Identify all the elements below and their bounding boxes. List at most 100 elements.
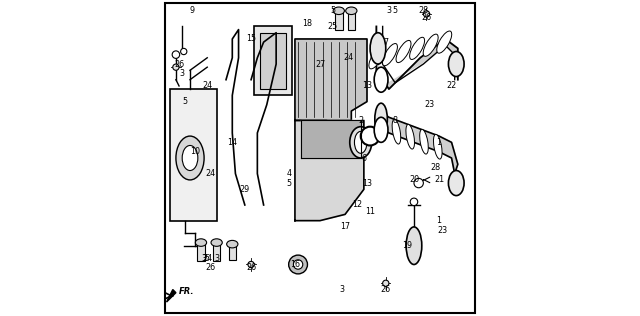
Text: 24: 24 (343, 53, 353, 62)
Text: 18: 18 (303, 19, 312, 28)
Ellipse shape (410, 198, 418, 206)
Ellipse shape (248, 261, 254, 268)
Ellipse shape (406, 124, 415, 149)
Polygon shape (295, 39, 367, 120)
Text: 27: 27 (315, 59, 325, 69)
Text: 3: 3 (339, 285, 344, 294)
Text: 15: 15 (246, 34, 256, 44)
Ellipse shape (173, 64, 179, 70)
Ellipse shape (180, 48, 187, 55)
Text: 14: 14 (227, 138, 237, 147)
Text: 3: 3 (387, 6, 392, 15)
Bar (197, 243, 205, 261)
Ellipse shape (182, 145, 198, 171)
Text: FR.: FR. (179, 287, 195, 296)
Text: 12: 12 (353, 200, 363, 210)
Text: 5: 5 (330, 6, 335, 15)
Ellipse shape (378, 114, 387, 139)
Ellipse shape (374, 67, 388, 92)
Text: 17: 17 (340, 222, 350, 231)
Text: 7: 7 (383, 38, 388, 46)
Ellipse shape (424, 11, 429, 17)
Ellipse shape (333, 7, 344, 15)
Text: 24: 24 (205, 169, 216, 178)
Text: 3: 3 (202, 254, 207, 263)
Text: 11: 11 (365, 207, 375, 216)
Polygon shape (295, 120, 364, 221)
Text: 22: 22 (447, 82, 457, 90)
Ellipse shape (420, 129, 428, 154)
Text: 23: 23 (424, 100, 435, 109)
Text: 24: 24 (202, 82, 212, 90)
Text: 26: 26 (174, 59, 184, 69)
Polygon shape (301, 120, 361, 158)
Ellipse shape (355, 131, 367, 153)
Text: 5: 5 (286, 179, 291, 188)
Text: 26: 26 (381, 285, 391, 294)
Bar (254, 27, 292, 95)
Text: 16: 16 (290, 260, 300, 269)
Ellipse shape (227, 240, 238, 248)
Text: 13: 13 (362, 179, 372, 188)
Ellipse shape (392, 119, 401, 144)
Ellipse shape (396, 40, 411, 63)
Text: 28: 28 (419, 6, 428, 15)
Bar (335, 11, 342, 30)
Ellipse shape (423, 34, 438, 56)
Ellipse shape (449, 171, 464, 196)
Text: 13: 13 (362, 82, 372, 90)
Polygon shape (166, 289, 176, 302)
Ellipse shape (172, 51, 180, 58)
Text: 26: 26 (421, 13, 431, 21)
Bar (260, 33, 285, 89)
Ellipse shape (383, 44, 397, 66)
Ellipse shape (195, 239, 207, 246)
Ellipse shape (176, 136, 204, 180)
Text: 23: 23 (437, 226, 447, 234)
Text: 5: 5 (205, 254, 210, 263)
Text: 10: 10 (189, 147, 200, 156)
Ellipse shape (361, 127, 380, 145)
Ellipse shape (449, 52, 464, 76)
Text: 3: 3 (214, 254, 219, 263)
Text: 5: 5 (392, 6, 397, 15)
Ellipse shape (433, 134, 442, 159)
Ellipse shape (383, 280, 389, 286)
Ellipse shape (406, 227, 422, 264)
Text: 8: 8 (393, 116, 397, 125)
Polygon shape (170, 89, 216, 221)
Text: 1: 1 (436, 216, 442, 225)
Text: 19: 19 (403, 241, 413, 250)
Text: 26: 26 (205, 263, 216, 272)
Ellipse shape (410, 37, 424, 59)
Bar (348, 11, 355, 30)
Text: 2: 2 (358, 116, 364, 125)
Ellipse shape (211, 239, 222, 246)
Text: 1: 1 (436, 138, 442, 147)
Ellipse shape (346, 7, 357, 15)
Text: 20: 20 (409, 175, 419, 185)
Text: 3: 3 (180, 69, 185, 78)
Text: 26: 26 (246, 263, 256, 272)
Ellipse shape (369, 47, 384, 69)
Text: 29: 29 (240, 185, 250, 194)
Text: 24: 24 (202, 254, 212, 263)
Ellipse shape (293, 260, 303, 269)
Polygon shape (376, 27, 458, 89)
Ellipse shape (374, 117, 388, 142)
Text: 6: 6 (362, 154, 366, 162)
Ellipse shape (289, 255, 307, 274)
Ellipse shape (370, 33, 386, 64)
Text: 21: 21 (434, 175, 444, 185)
Bar (213, 243, 220, 261)
Text: 5: 5 (183, 97, 188, 106)
Polygon shape (380, 111, 458, 189)
Text: 28: 28 (431, 163, 441, 172)
Text: 4: 4 (286, 169, 291, 178)
Text: 25: 25 (328, 22, 338, 31)
Ellipse shape (436, 31, 452, 53)
Text: 9: 9 (189, 6, 194, 15)
Ellipse shape (414, 178, 424, 188)
Ellipse shape (349, 127, 372, 158)
Ellipse shape (375, 103, 387, 135)
